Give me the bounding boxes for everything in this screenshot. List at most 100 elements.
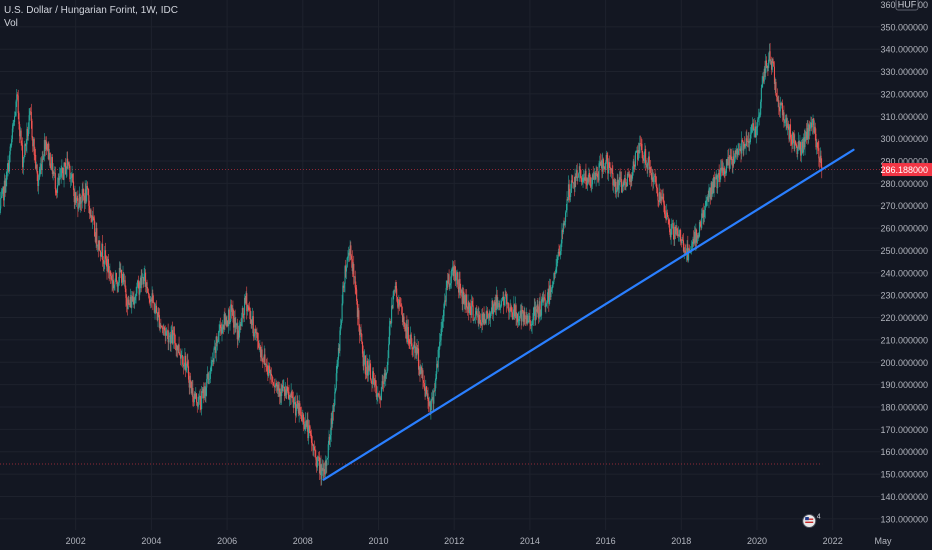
candle-up <box>474 318 476 320</box>
time-tick-label: 2006 <box>217 536 237 546</box>
candle-up <box>364 355 366 360</box>
candle-up <box>60 170 62 176</box>
symbol-title[interactable]: U.S. Dollar / Hungarian Forint, 1W, IDC <box>4 5 178 16</box>
candle-up <box>14 116 16 123</box>
candle-down <box>110 275 112 280</box>
candle-up <box>65 168 67 175</box>
candle-up <box>643 157 645 161</box>
candle-up <box>0 196 3 198</box>
candle-down <box>130 297 132 308</box>
candle-up <box>393 290 395 296</box>
candle-down <box>807 128 809 140</box>
volume-indicator-label[interactable]: Vol <box>4 18 18 29</box>
candle-down <box>31 120 33 138</box>
candle-down <box>201 391 203 393</box>
candle-down <box>819 158 821 163</box>
currency-badge[interactable] <box>895 0 919 11</box>
candle-up <box>172 333 174 344</box>
candle-down <box>795 144 797 146</box>
candle-down <box>131 296 134 302</box>
candle-down <box>224 314 226 325</box>
candle-down <box>225 316 227 326</box>
candle-up <box>625 182 627 184</box>
candle-down <box>720 167 722 171</box>
candle-down <box>313 446 315 451</box>
candle-up <box>757 117 759 120</box>
candle-up <box>727 156 729 166</box>
candle-down <box>273 385 275 387</box>
candle-down <box>318 456 320 458</box>
candle-up <box>252 316 254 326</box>
candle-up <box>705 200 707 206</box>
candle-up <box>535 309 537 321</box>
candle-down <box>244 297 246 303</box>
candle-up <box>468 303 471 314</box>
candle-up <box>2 186 4 191</box>
candle-up <box>23 157 25 159</box>
candle-up <box>103 262 105 264</box>
candle-up <box>407 327 409 342</box>
candle-down <box>73 190 75 203</box>
candle-down <box>592 174 594 180</box>
candle-up <box>499 306 501 308</box>
candle-up <box>323 469 325 472</box>
candle-up <box>333 404 335 412</box>
candle-down <box>72 181 75 191</box>
candle-up <box>736 148 738 154</box>
trendline[interactable] <box>322 148 855 481</box>
candle-down <box>58 177 60 181</box>
candle-down <box>728 157 730 169</box>
candle-up <box>144 272 146 274</box>
candle-up <box>71 174 73 178</box>
candle-up <box>706 196 709 200</box>
candle-down <box>520 310 522 322</box>
candle-down <box>624 177 626 183</box>
candle-up <box>210 365 212 372</box>
candle-down <box>325 460 327 466</box>
candle-up <box>89 209 91 214</box>
candle-down <box>40 164 43 170</box>
candle-up <box>704 205 706 211</box>
candle-down <box>779 106 781 112</box>
candle-down <box>697 235 699 238</box>
candle-up <box>45 141 47 150</box>
candle-up <box>91 215 93 222</box>
price-axis[interactable]: 360.000000HUF130.000000140.000000150.000… <box>880 0 932 550</box>
candle-down <box>242 308 244 315</box>
candle-up <box>565 210 567 213</box>
candle-up <box>677 234 679 236</box>
candle-down <box>484 319 487 324</box>
candle-down <box>487 313 489 319</box>
candle-down <box>735 150 737 154</box>
candle-up <box>605 155 607 163</box>
candle-up <box>1 190 3 197</box>
candle-down <box>731 160 733 166</box>
candle-down <box>669 223 671 233</box>
candle-down <box>107 259 110 273</box>
candle-up <box>129 297 131 305</box>
event-badge[interactable]: 4 <box>802 514 821 528</box>
candle-up <box>702 210 704 218</box>
candle-down <box>529 315 531 324</box>
candle-up <box>754 126 756 129</box>
candle-down <box>254 328 257 334</box>
candle-down <box>199 395 201 405</box>
candle-down <box>821 166 823 170</box>
currency-label[interactable]: HUF <box>898 0 917 10</box>
candle-up <box>265 364 267 366</box>
candle-up <box>792 132 794 145</box>
trendline-layer[interactable] <box>322 148 855 481</box>
candle-down <box>137 280 139 283</box>
candle-down <box>286 386 289 392</box>
candle-down <box>91 216 93 222</box>
candle-down <box>674 226 677 235</box>
us-flag-icon[interactable] <box>802 514 817 528</box>
candle-down <box>96 228 98 247</box>
candle-down <box>744 143 746 147</box>
time-axis[interactable]: 2002 2004 2006 2008 2010 2012 2014 2016 2018 2020… <box>66 536 892 546</box>
candle-down <box>187 361 189 367</box>
candle-down <box>300 415 302 416</box>
candle-up <box>413 341 415 347</box>
